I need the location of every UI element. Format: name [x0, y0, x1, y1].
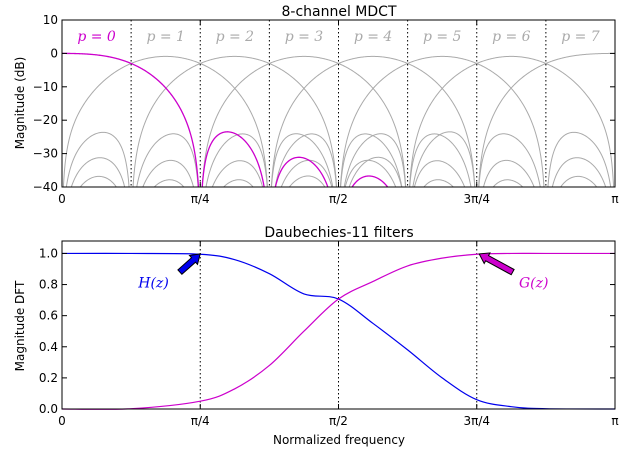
x-tick-label: 3π/4 [463, 414, 490, 428]
x-tick-label: π/4 [191, 414, 210, 428]
chart-1-y-ticks: 10 0 −10 −20 −30 −40 [33, 13, 615, 194]
x-tick-label: π [611, 192, 618, 206]
y-tick-label: 1.0 [39, 246, 58, 260]
y-tick-label: 0.0 [39, 402, 58, 416]
mdct-channel-1-curve [62, 55, 455, 187]
h-annotation-arrow [177, 253, 201, 276]
channel-label-6: p = 6 [492, 29, 531, 45]
mdct-channel-0-curve [62, 52, 389, 187]
chart-2-xlabel: Normalized frequency [273, 433, 405, 447]
chart-2-x-ticks: 0 π/4 π/2 3π/4 π [58, 241, 619, 428]
series-g-line [61, 252, 615, 410]
y-tick-label: −30 [33, 147, 58, 161]
chart-2-annotations: H(z) G(z) [137, 252, 548, 292]
x-tick-label: π/2 [329, 192, 348, 206]
channel-label-5: p = 5 [423, 29, 462, 45]
g-annotation-arrow [478, 252, 515, 276]
g-annotation-label: G(z) [519, 276, 548, 292]
y-tick-label: 0.8 [39, 278, 58, 292]
h-annotation-label: H(z) [137, 276, 169, 292]
y-tick-label: 0 [50, 46, 58, 60]
y-tick-label: −20 [33, 113, 58, 127]
x-tick-label: 0 [58, 414, 66, 428]
chart-1-ylabel: Magnitude (dB) [13, 57, 27, 150]
mdct-channel-2-curve [65, 55, 524, 187]
chart-1-plot: p = 0 p = 1 p = 2 p = 3 p = 4 p = 5 p = 6 p = 7 [62, 20, 615, 187]
chart-2-plot [61, 241, 616, 410]
mdct-channel-5-curve [153, 55, 612, 187]
mdct-channel-7-curve [288, 52, 615, 187]
channel-label-0: p = 0 [77, 29, 116, 45]
y-tick-label: 10 [43, 13, 58, 27]
chart-1-x-ticks: 0 π/4 π/2 3π/4 π [58, 20, 619, 206]
chart-2-y-ticks: 0.0 0.2 0.4 0.6 0.8 1.0 [39, 246, 615, 416]
mdct-curves [62, 52, 615, 187]
y-tick-label: −40 [33, 180, 58, 194]
channel-label-2: p = 2 [216, 29, 255, 45]
channel-label-1: p = 1 [146, 29, 185, 45]
x-tick-label: 3π/4 [463, 192, 490, 206]
channel-label-3: p = 3 [285, 29, 324, 45]
mdct-channel-6-curve [222, 55, 615, 187]
y-tick-label: −10 [33, 80, 58, 94]
x-tick-label: π/4 [191, 192, 210, 206]
channel-label-7: p = 7 [561, 29, 600, 45]
chart-2-title: Daubechies-11 filters [264, 225, 413, 241]
channel-label-4: p = 4 [354, 29, 393, 45]
y-tick-label: 0.6 [39, 309, 58, 323]
x-tick-label: π/2 [329, 414, 348, 428]
x-tick-label: π [611, 414, 618, 428]
y-tick-label: 0.2 [39, 371, 58, 385]
y-tick-label: 0.4 [39, 340, 58, 354]
chart-1-title: 8-channel MDCT [282, 4, 397, 20]
chart-2-ylabel: Magnitude DFT [13, 280, 27, 371]
x-tick-label: 0 [58, 192, 66, 206]
mdct-channel-3-curve [70, 55, 598, 187]
